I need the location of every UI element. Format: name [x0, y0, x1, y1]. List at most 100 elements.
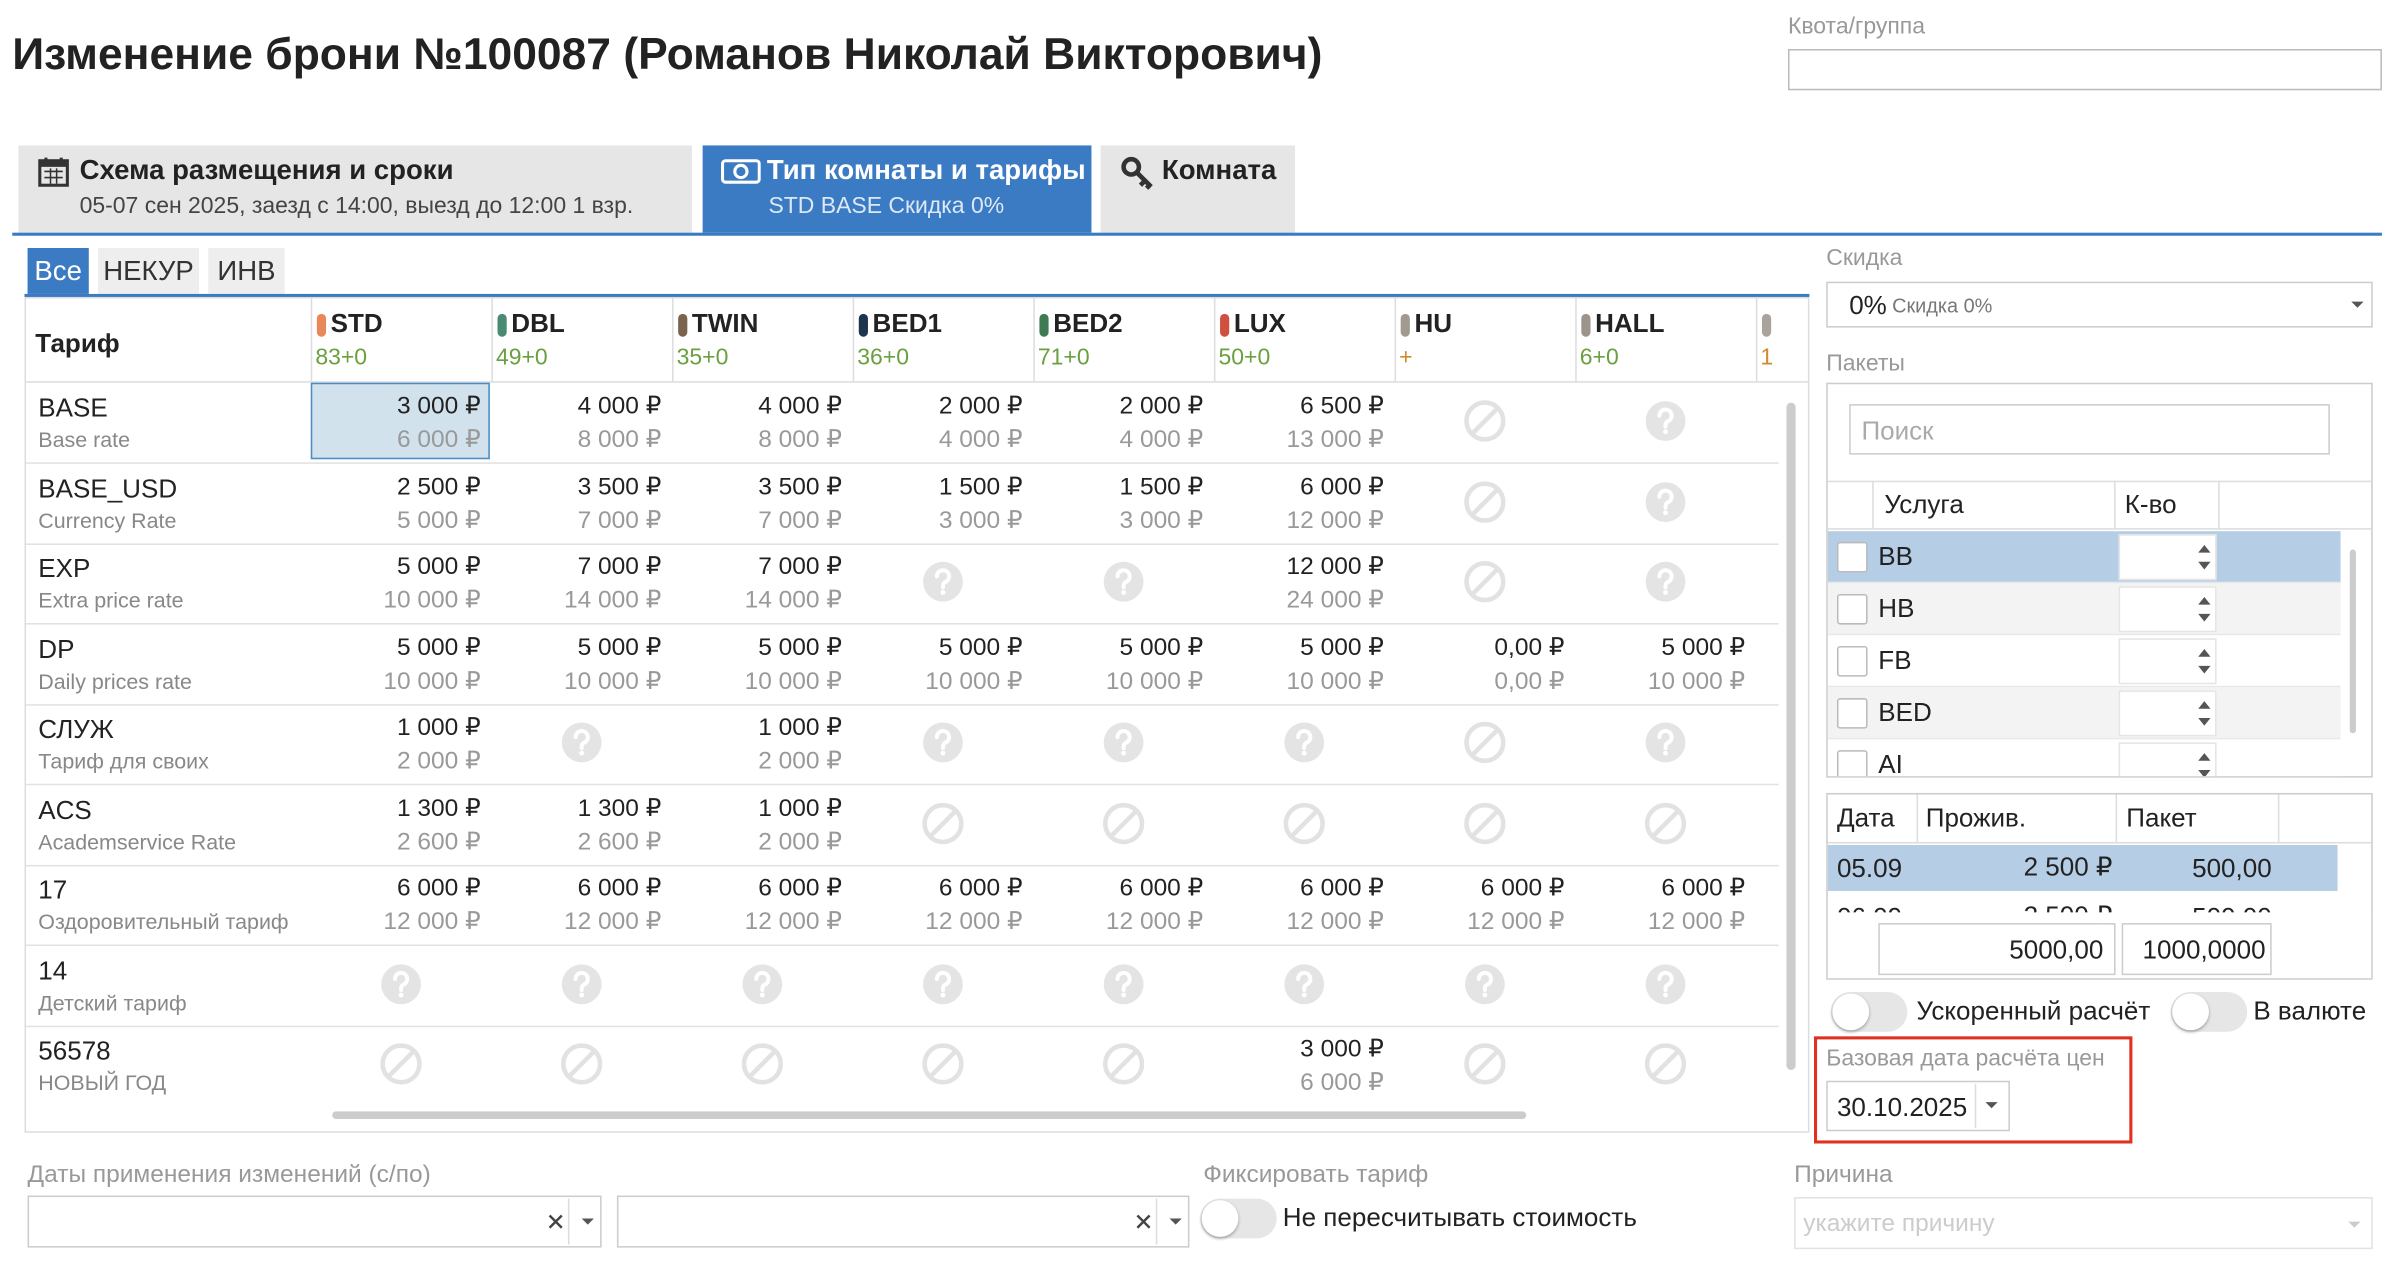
- price-double: 4 000 ₽: [938, 427, 1023, 454]
- quantity-spinner[interactable]: [2118, 586, 2217, 633]
- filter-button[interactable]: Все: [27, 247, 89, 294]
- price: 1 000 ₽: [396, 714, 481, 741]
- price-double: 8 000 ₽: [758, 427, 842, 454]
- toggle-switch[interactable]: [2170, 991, 2248, 1032]
- room-type-name: LUX: [1233, 309, 1286, 339]
- column-separator: [672, 298, 674, 382]
- price-double: 14 000 ₽: [564, 587, 662, 614]
- room-type-name: BED1: [872, 309, 942, 339]
- icon-part: [1121, 156, 1142, 177]
- package-col-header: Услуга: [1884, 489, 1964, 519]
- tariff-description: Base rate: [38, 427, 131, 452]
- tariff-description: Детский тариф: [38, 989, 187, 1015]
- icon-part: [387, 1050, 415, 1078]
- tab[interactable]: Тип комнаты и тарифы STD BASE Скидка 0%: [702, 145, 1092, 233]
- service-checkbox[interactable]: [1836, 645, 1868, 677]
- filter-button[interactable]: НЕКУР: [97, 247, 200, 294]
- price-double: 2 600 ₽: [396, 828, 481, 855]
- blocked-icon: [741, 1043, 784, 1085]
- fix-label: Фиксировать тариф: [1203, 1161, 1429, 1188]
- tab[interactable]: Комната: [1100, 145, 1296, 233]
- column-separator: [2114, 480, 2116, 530]
- key-icon: [1121, 156, 1153, 190]
- icon-part: [380, 1043, 422, 1085]
- tariff-table: Тариф STD 83+0 DBL 49+0 TWIN 35+0 BED1 36+0 BED2 7…: [24, 296, 1810, 1133]
- icon-part: [1134, 169, 1153, 190]
- price-double: 2 000 ₽: [396, 748, 481, 775]
- icon-part: [1121, 991, 1127, 997]
- price: 2 000 ₽: [1119, 393, 1204, 420]
- quantity-spinner[interactable]: [2118, 690, 2217, 737]
- service-checkbox[interactable]: [1836, 750, 1868, 777]
- room-availability: 36+0: [857, 344, 909, 371]
- price-double: 3 000 ₽: [938, 507, 1023, 534]
- discount-select[interactable]: 0% Скидка 0%: [1826, 281, 2373, 328]
- icon-part: [1663, 429, 1668, 435]
- row-line: [26, 542, 1779, 545]
- row-line: [26, 783, 1779, 786]
- column-separator: [1755, 298, 1758, 382]
- price: 6 000 ₽: [1300, 473, 1384, 500]
- filter-button[interactable]: ИНВ: [208, 247, 285, 294]
- icon-part: [1109, 1050, 1138, 1078]
- icon-part: [940, 750, 946, 756]
- price: 3 000 ₽: [1300, 1036, 1384, 1063]
- price: 5 000 ₽: [1119, 634, 1204, 661]
- base-date-input[interactable]: 30.10.2025: [1826, 1080, 2010, 1132]
- quantity-spinner[interactable]: [2118, 638, 2217, 685]
- price-double: 12 000 ₽: [383, 909, 481, 936]
- icon-part: [1985, 1102, 1998, 1109]
- icon-part: [922, 802, 964, 844]
- unavailable-icon: [1645, 722, 1686, 763]
- reason-select[interactable]: укажите причину: [1794, 1197, 2373, 1250]
- package-scrollbar[interactable]: [2349, 549, 2356, 734]
- icon-part: [38, 159, 69, 187]
- toggle-switch[interactable]: [1200, 1198, 1277, 1239]
- icon-part: [1657, 487, 1674, 509]
- service-row: [1827, 583, 2341, 636]
- service-checkbox[interactable]: [1836, 698, 1868, 729]
- calc-rows-clip: [1827, 912, 2372, 921]
- base-date-label: Базовая дата расчёта цен: [1826, 1045, 2105, 1072]
- price-double: 7 000 ₽: [577, 507, 662, 534]
- total-input[interactable]: 1000,0000: [2121, 923, 2272, 976]
- tab[interactable]: Схема размещения и сроки 05-07 сен 2025, …: [18, 145, 692, 233]
- v-scrollbar[interactable]: [1786, 402, 1796, 1071]
- spin-arrows: [2198, 649, 2211, 674]
- quota-input[interactable]: [1787, 48, 2382, 91]
- price-double: 10 000 ₽: [1105, 668, 1204, 695]
- icon-part: [548, 1214, 563, 1229]
- service-checkbox[interactable]: [1836, 593, 1868, 625]
- package-header: [1827, 480, 2372, 530]
- blocked-icon: [1464, 721, 1506, 764]
- h-scrollbar[interactable]: [332, 1111, 1527, 1120]
- price-double: 2 600 ₽: [577, 828, 662, 855]
- icon-part: [1115, 728, 1132, 751]
- price-double: 10 000 ₽: [1286, 668, 1384, 695]
- column-separator: [1916, 794, 1919, 844]
- calc-living: 2 500 ₽: [2023, 852, 2113, 882]
- unavailable-icon: [381, 963, 421, 1004]
- selected-cell[interactable]: [310, 382, 490, 460]
- icon-part: [1476, 970, 1493, 992]
- date-range-input[interactable]: [27, 1195, 602, 1248]
- dropdown-arrow: [2351, 301, 2364, 308]
- price-double: 12 000 ₽: [1286, 909, 1384, 936]
- unavailable-icon: [1645, 963, 1686, 1004]
- total-input[interactable]: 5000,00: [1878, 923, 2116, 976]
- spin-arrows: [2198, 753, 2211, 777]
- quantity-spinner[interactable]: [2118, 534, 2217, 581]
- room-color-chip: [678, 313, 688, 337]
- icon-part: [1102, 802, 1145, 844]
- unavailable-icon: [1284, 963, 1325, 1004]
- toggle-switch[interactable]: [1830, 991, 1908, 1032]
- price-double: 12 000 ₽: [564, 909, 662, 936]
- package-search[interactable]: Поиск: [1849, 404, 2330, 455]
- blocked-icon: [380, 1043, 422, 1085]
- service-row: [1827, 739, 2341, 777]
- service-checkbox[interactable]: [1836, 541, 1868, 573]
- service-name: BB: [1878, 541, 1914, 571]
- room-availability: 71+0: [1037, 344, 1090, 371]
- page-title: Изменение брони №100087 (Романов Николай…: [12, 30, 1323, 80]
- date-range-input[interactable]: [616, 1195, 1190, 1248]
